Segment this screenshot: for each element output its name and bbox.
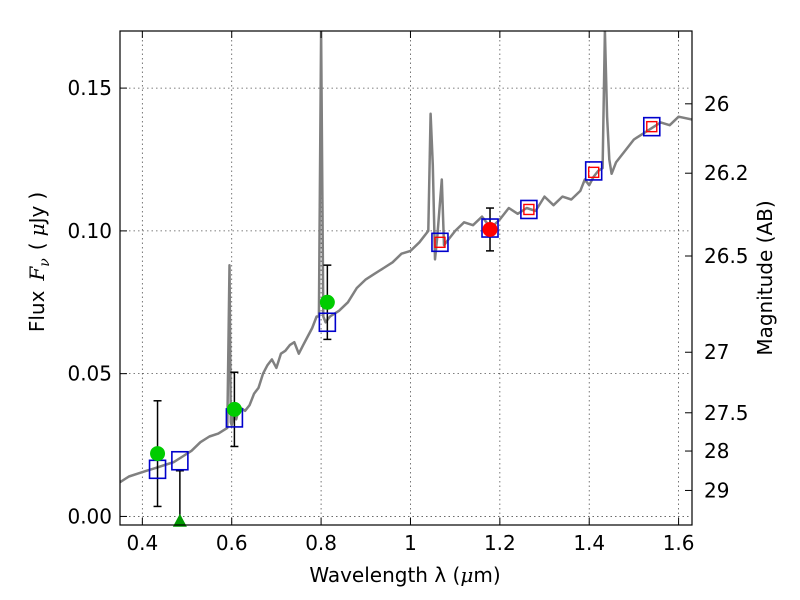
ir-square-marker xyxy=(434,236,446,249)
right-tick-label: 28 xyxy=(704,439,729,463)
x-tick-label: 1.6 xyxy=(663,531,695,555)
right-tick-label: 27.5 xyxy=(704,401,749,425)
tick-marks xyxy=(120,31,692,525)
model-square-marker xyxy=(318,312,337,333)
model-square-marker xyxy=(171,450,189,471)
y-tick-label: 0.10 xyxy=(67,219,112,243)
upper-limit-triangle xyxy=(172,513,187,527)
y-tick-label: 0.05 xyxy=(67,362,112,386)
ir-square-marker xyxy=(523,203,535,216)
y-tick-label: 0.15 xyxy=(67,76,112,100)
right-tick-label: 26 xyxy=(704,92,729,116)
y-axis-label: FluxFν(μJy) xyxy=(25,192,53,332)
data-point-circle xyxy=(226,401,242,417)
spectrum-layer xyxy=(120,31,692,484)
spectrum-line xyxy=(120,31,692,484)
right-tick-label: 26.2 xyxy=(704,161,749,185)
x-tick-label: 0.4 xyxy=(126,531,158,555)
data-point-circle xyxy=(482,221,498,237)
right-tick-label: 26.5 xyxy=(704,244,749,268)
model-square-marker xyxy=(481,218,499,238)
x-tick-label: 1.4 xyxy=(573,531,605,555)
model-square-marker xyxy=(642,116,661,137)
tick-labels: 0.4 0.6 0.8 1 1.2 1.4 1.6 0.00 0.05 0.10 0.15 26 26.… xyxy=(67,76,748,555)
x-tick-label: 0.6 xyxy=(216,531,248,555)
right-tick-label: 27 xyxy=(704,340,729,364)
model-square-marker xyxy=(520,199,538,220)
right-tick-label: 29 xyxy=(704,478,729,502)
x-axis-label: Wavelength λ (μm) xyxy=(309,563,500,587)
data-point-circle xyxy=(150,446,166,462)
ir-square-marker xyxy=(646,120,658,133)
model-square-marker xyxy=(584,161,603,181)
y-tick-label: 0.00 xyxy=(67,504,112,528)
data-point-circle xyxy=(319,294,335,310)
marker-layer xyxy=(148,116,661,527)
model-square-marker xyxy=(431,232,449,253)
right-axis-label: Magnitude (AB) xyxy=(753,200,777,355)
x-tick-label: 1 xyxy=(404,531,417,555)
plot-frame xyxy=(119,30,693,526)
x-tick-label: 0.8 xyxy=(305,531,337,555)
ir-square-marker xyxy=(587,166,600,179)
x-tick-label: 1.2 xyxy=(484,531,516,555)
